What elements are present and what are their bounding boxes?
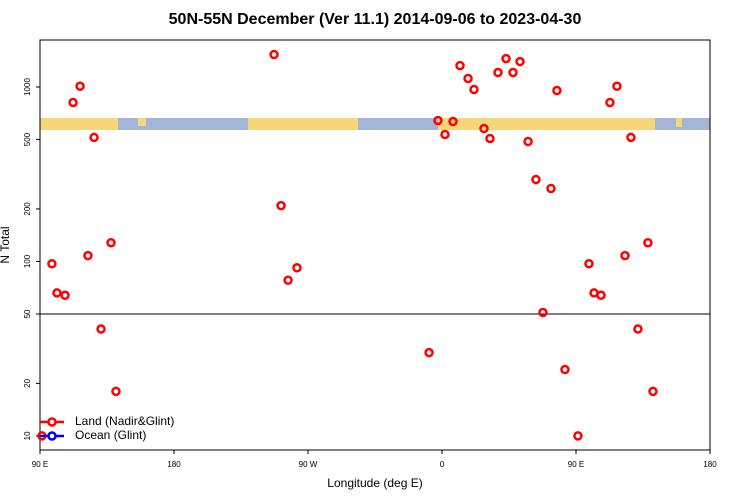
- land-ocean-strip: [40, 118, 710, 130]
- y-tick-label: 50: [23, 309, 32, 318]
- x-tick-label: 180: [703, 460, 717, 469]
- legend-marker: [47, 417, 57, 427]
- data-point: [485, 133, 495, 144]
- data-point: [455, 60, 465, 71]
- y-tick-label: 100: [23, 254, 32, 268]
- data-point: [106, 237, 116, 248]
- legend-label: Land (Nadir&Glint): [75, 414, 174, 428]
- x-axis-label: Longitude (deg E): [327, 476, 422, 490]
- data-point: [47, 259, 57, 269]
- data-point: [75, 81, 85, 92]
- data-point: [493, 67, 503, 78]
- data-point: [596, 290, 606, 301]
- data-point: [573, 431, 583, 441]
- data-point: [469, 84, 479, 95]
- data-point: [448, 116, 458, 127]
- data-point: [620, 250, 630, 261]
- y-tick-label: 200: [23, 202, 32, 216]
- data-point: [626, 132, 636, 143]
- data-point: [60, 290, 70, 301]
- data-point: [283, 275, 293, 286]
- data-point: [440, 129, 450, 140]
- chart-title: 50N-55N December (Ver 11.1) 2014-09-06 t…: [169, 11, 582, 28]
- data-point: [52, 288, 62, 298]
- y-axis-label: N Total: [0, 226, 12, 263]
- data-point: [612, 81, 622, 92]
- legend-marker: [47, 431, 57, 441]
- data-point: [648, 386, 658, 397]
- x-tick-label: 180: [167, 460, 181, 469]
- x-tick-label: 90 E: [568, 460, 584, 469]
- data-point: [111, 386, 121, 397]
- data-point: [531, 174, 541, 185]
- y-tick-label: 1000: [23, 78, 32, 96]
- data-point: [68, 97, 78, 108]
- data-point: [433, 115, 443, 126]
- data-point: [538, 307, 548, 318]
- data-point: [546, 183, 556, 194]
- x-tick-label: 90 E: [32, 460, 48, 469]
- data-point: [633, 324, 643, 334]
- plot-frame: [39, 39, 711, 451]
- data-point: [552, 85, 562, 96]
- data-point: [96, 324, 106, 334]
- data-point: [643, 237, 653, 248]
- data-point: [508, 67, 518, 78]
- data-point: [560, 364, 570, 375]
- data-point: [269, 49, 279, 60]
- data-point: [605, 97, 615, 108]
- data-point: [584, 259, 594, 269]
- data-point: [424, 347, 434, 358]
- data-point: [463, 73, 473, 84]
- data-point: [83, 250, 93, 261]
- y-tick-label: 20: [23, 378, 32, 387]
- x-tick-label: 0: [440, 460, 445, 469]
- legend-label: Ocean (Glint): [75, 428, 146, 442]
- data-point: [515, 56, 525, 67]
- data-point: [276, 200, 286, 211]
- data-point: [523, 136, 533, 147]
- data-point: [89, 132, 99, 143]
- data-point: [292, 263, 302, 273]
- y-tick-label: 500: [23, 132, 32, 146]
- data-point: [501, 53, 511, 64]
- y-tick-label: 10: [23, 431, 32, 440]
- data-point: [479, 123, 489, 134]
- x-tick-label: 90 W: [299, 460, 318, 469]
